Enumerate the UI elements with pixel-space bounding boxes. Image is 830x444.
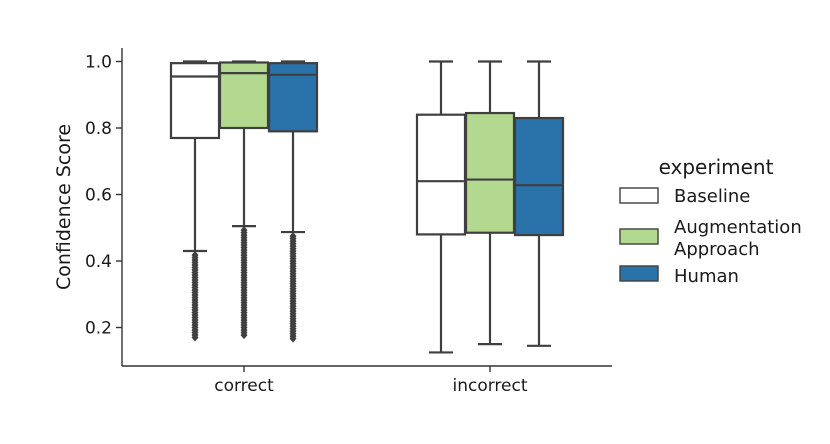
y-tick-label: 0.4 (85, 252, 112, 272)
box-iqr (513, 116, 565, 237)
legend-swatch (619, 228, 659, 245)
box-iqr (267, 62, 319, 133)
legend-swatch (619, 265, 659, 282)
legend-label: Approach (674, 239, 760, 260)
outlier-point (289, 334, 297, 343)
box-baseline (169, 60, 221, 342)
box-baseline (415, 60, 467, 354)
y-tick-label: 1.0 (85, 53, 112, 73)
box-human (513, 60, 565, 347)
x-tick-label: incorrect (452, 376, 527, 396)
box-augmentation-approach (464, 60, 516, 346)
y-tick-label: 0.2 (85, 319, 112, 339)
y-tick-label: 0.6 (85, 186, 112, 206)
legend-item: Baseline (619, 186, 750, 207)
box-augmentation-approach (218, 60, 270, 340)
y-axis-label: Confidence Score (53, 124, 75, 290)
box-iqr (415, 113, 467, 236)
legend-label: Human (674, 266, 739, 287)
boxes (169, 60, 565, 354)
box-iqr (464, 111, 516, 234)
legend-swatch (619, 187, 659, 204)
legend-label: Baseline (674, 186, 750, 207)
outlier-point (240, 331, 248, 340)
box-iqr (169, 62, 221, 140)
legend-title: experiment (659, 155, 774, 179)
legend-item: Human (619, 265, 739, 287)
x-tick-label: correct (214, 376, 274, 396)
legend-label: Augmentation (674, 217, 802, 238)
y-tick-label: 0.8 (85, 119, 112, 139)
axes: 0.2 0.4 0.6 0.8 1.0 correct incorrect (85, 48, 612, 396)
box-human (267, 60, 319, 343)
outlier-point (191, 333, 199, 342)
